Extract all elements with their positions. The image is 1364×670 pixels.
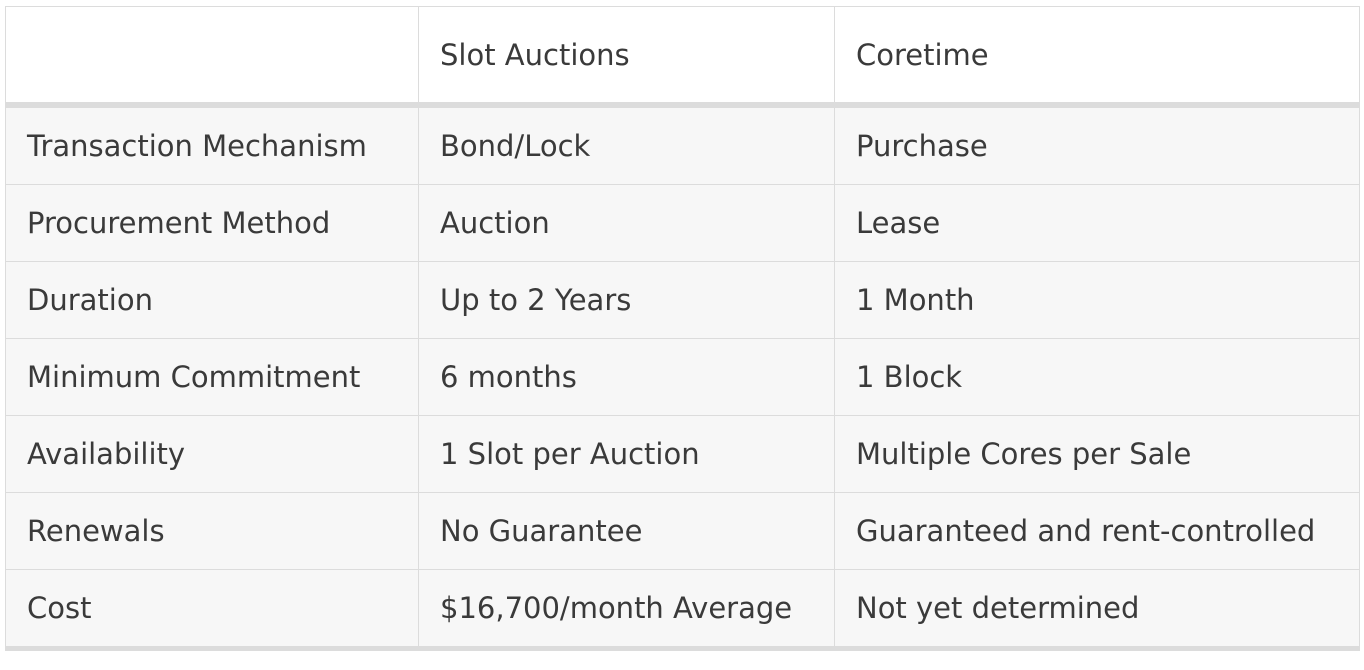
table-row: Availability 1 Slot per Auction Multiple…: [5, 415, 1360, 493]
slot-auctions-cell: Bond/Lock: [418, 104, 835, 185]
header-cell-coretime: Coretime: [834, 6, 1360, 108]
table-row: Procurement Method Auction Lease: [5, 184, 1360, 262]
coretime-cell: Lease: [834, 184, 1360, 262]
row-label-cell: Transaction Mechanism: [5, 104, 419, 185]
slot-auctions-cell: Up to 2 Years: [418, 261, 835, 339]
table-row: Renewals No Guarantee Guaranteed and ren…: [5, 492, 1360, 570]
table-row: Duration Up to 2 Years 1 Month: [5, 261, 1360, 339]
table-row: Transaction Mechanism Bond/Lock Purchase: [5, 104, 1360, 185]
row-label-cell: Renewals: [5, 492, 419, 570]
slot-auctions-cell: $16,700/month Average: [418, 569, 835, 651]
row-label-cell: Availability: [5, 415, 419, 493]
slot-auctions-cell: 6 months: [418, 338, 835, 416]
row-label-cell: Cost: [5, 569, 419, 651]
coretime-cell: Guaranteed and rent-controlled: [834, 492, 1360, 570]
coretime-cell: Multiple Cores per Sale: [834, 415, 1360, 493]
row-label-cell: Duration: [5, 261, 419, 339]
row-label-cell: Minimum Commitment: [5, 338, 419, 416]
row-label-cell: Procurement Method: [5, 184, 419, 262]
header-cell-empty: [5, 6, 419, 108]
slot-auctions-cell: 1 Slot per Auction: [418, 415, 835, 493]
coretime-cell: 1 Month: [834, 261, 1360, 339]
comparison-table: Slot Auctions Coretime Transaction Mecha…: [5, 6, 1360, 651]
header-cell-slot-auctions: Slot Auctions: [418, 6, 835, 108]
table-row: Minimum Commitment 6 months 1 Block: [5, 338, 1360, 416]
table-header-row: Slot Auctions Coretime: [5, 6, 1360, 108]
coretime-cell: 1 Block: [834, 338, 1360, 416]
slot-auctions-cell: Auction: [418, 184, 835, 262]
slot-auctions-cell: No Guarantee: [418, 492, 835, 570]
table-row: Cost $16,700/month Average Not yet deter…: [5, 569, 1360, 651]
coretime-cell: Not yet determined: [834, 569, 1360, 651]
comparison-table-container: Slot Auctions Coretime Transaction Mecha…: [5, 6, 1360, 651]
coretime-cell: Purchase: [834, 104, 1360, 185]
